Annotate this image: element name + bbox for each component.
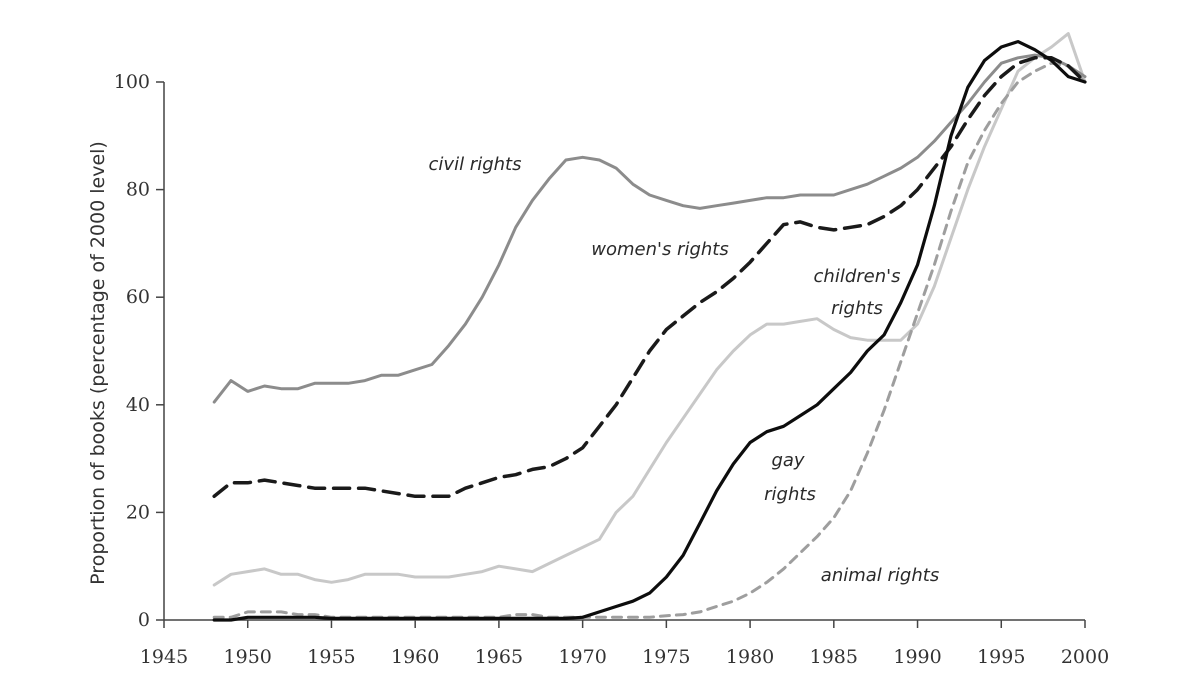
x-tick-label: 1945 bbox=[140, 646, 188, 668]
series-annotation: women's rights bbox=[591, 239, 728, 260]
x-tick-label: 2000 bbox=[1061, 646, 1109, 668]
x-tick-label: 1950 bbox=[224, 646, 272, 668]
x-tick-label: 1970 bbox=[558, 646, 606, 668]
series-annotation: civil rights bbox=[429, 154, 522, 175]
x-tick-label: 1960 bbox=[391, 646, 439, 668]
series-labels: civil rights women's rights children's righ… bbox=[429, 154, 940, 586]
x-tick-label: 1990 bbox=[893, 646, 941, 668]
x-tick-label: 1980 bbox=[726, 646, 774, 668]
axes: 1945 1950 1955 1960 1965 1970 1975 1980 1985 1990… bbox=[114, 71, 1109, 668]
series-line-gay-rights bbox=[212, 40, 1087, 622]
x-tick-label: 1995 bbox=[977, 646, 1025, 668]
series-line-civil-rights bbox=[212, 53, 1087, 404]
series-annotation: rights bbox=[831, 298, 883, 319]
series-line-children-s-rights bbox=[212, 32, 1087, 587]
series-annotation: animal rights bbox=[821, 565, 939, 586]
y-axis-title: Proportion of books (percentage of 2000 … bbox=[87, 141, 109, 585]
series-annotation: gay bbox=[771, 450, 804, 471]
series-line-animal-rights bbox=[212, 61, 1087, 619]
y-tick-label: 100 bbox=[114, 71, 150, 93]
y-tick-label: 0 bbox=[138, 609, 150, 631]
x-tick-label: 1975 bbox=[642, 646, 690, 668]
series-lines bbox=[212, 32, 1087, 622]
x-tick-label: 1965 bbox=[475, 646, 523, 668]
y-tick-label: 20 bbox=[126, 501, 150, 523]
y-tick-label: 40 bbox=[126, 394, 150, 416]
series-annotation: rights bbox=[764, 484, 816, 505]
y-tick-label: 80 bbox=[126, 179, 150, 201]
x-tick-label: 1955 bbox=[307, 646, 355, 668]
y-tick-label: 60 bbox=[126, 286, 150, 308]
x-tick-label: 1985 bbox=[810, 646, 858, 668]
series-annotation: children's bbox=[814, 266, 901, 287]
series-line-women-s-rights bbox=[212, 56, 1087, 499]
